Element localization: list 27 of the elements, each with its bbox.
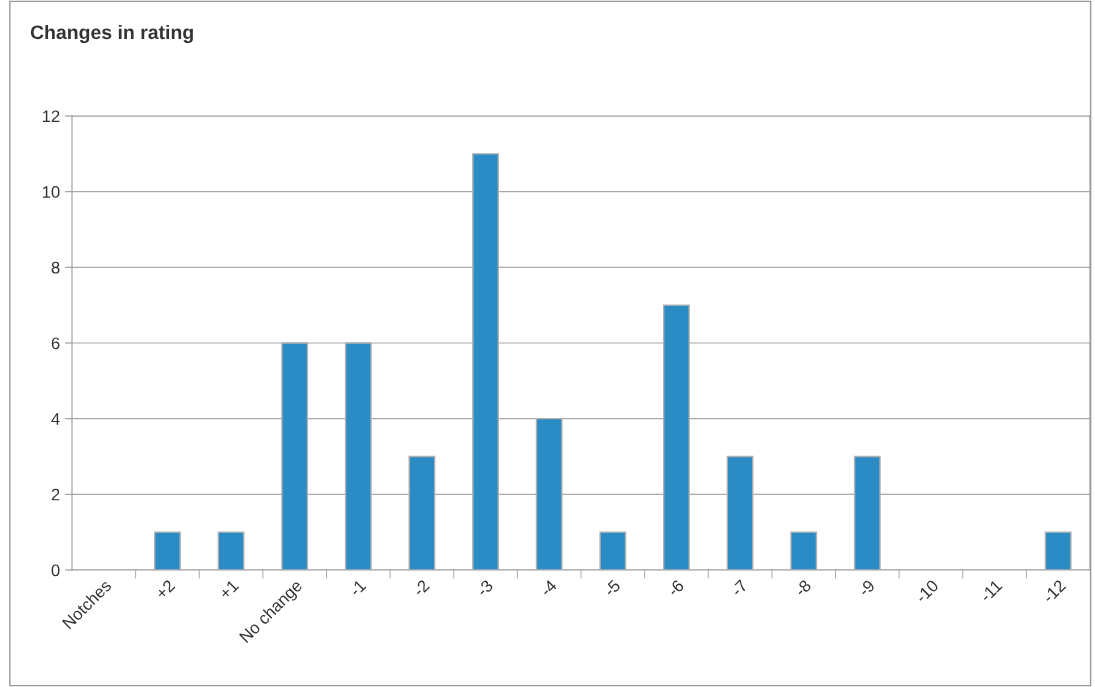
x-tick-label: -4 [539, 579, 558, 597]
y-tick-label: 4 [51, 413, 60, 425]
bar [599, 531, 627, 570]
bar [154, 531, 181, 570]
y-tick-label: 12 [42, 110, 60, 123]
y-tick-label: 8 [51, 261, 60, 274]
x-tick-label: -3 [475, 579, 494, 597]
x-tick-label: -6 [666, 579, 685, 597]
x-tick-label: -10 [914, 579, 940, 604]
x-tick-label: -7 [730, 579, 749, 597]
x-tick-label: -2 [412, 579, 430, 597]
x-tick-label: +2 [154, 579, 176, 600]
chart-title: Changes in rating [30, 24, 193, 44]
x-tick-label: -12 [1041, 579, 1067, 604]
y-tick-label: 2 [51, 488, 60, 501]
y-tick-label: 6 [51, 337, 60, 350]
bar [790, 531, 818, 570]
x-tick-label: -1 [348, 579, 367, 597]
bar [1044, 531, 1072, 570]
x-tick-label: -11 [979, 579, 1003, 603]
x-tick-label: +1 [218, 579, 240, 600]
bar [217, 531, 245, 570]
y-tick-label: 0 [51, 564, 60, 577]
x-tick-label: -5 [603, 579, 621, 597]
x-tick-label: -8 [794, 579, 812, 597]
y-tick-label: 10 [42, 186, 60, 198]
x-tick-label: -9 [857, 579, 876, 597]
